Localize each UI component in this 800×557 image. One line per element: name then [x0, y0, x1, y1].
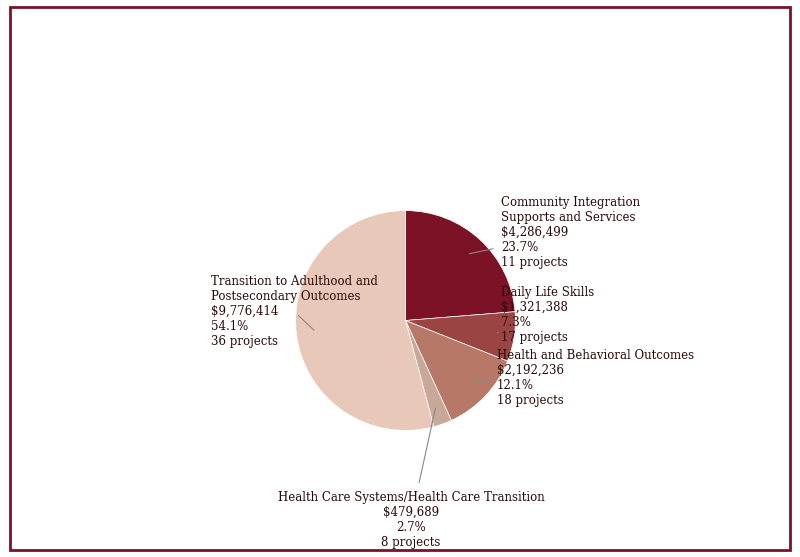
- Wedge shape: [406, 312, 515, 361]
- Wedge shape: [406, 320, 507, 421]
- Wedge shape: [296, 211, 434, 431]
- Text: Daily Life Skills
$1,321,388
7.3%
17 projects: Daily Life Skills $1,321,388 7.3% 17 pro…: [498, 286, 594, 344]
- Text: Health and Behavioral Outcomes
$2,192,236
12.1%
18 projects: Health and Behavioral Outcomes $2,192,23…: [474, 349, 694, 407]
- Text: 2019: 2019: [371, 26, 429, 46]
- Text: Community Integration
Supports and Services
$4,286,499
23.7%
11 projects: Community Integration Supports and Servi…: [470, 196, 640, 269]
- Text: Health Care Systems/Health Care Transition
$479,689
2.7%
8 projects: Health Care Systems/Health Care Transiti…: [278, 408, 544, 549]
- Wedge shape: [406, 211, 515, 320]
- Text: Transition to Adulthood and
Postsecondary Outcomes
$9,776,414
54.1%
36 projects: Transition to Adulthood and Postsecondar…: [211, 275, 378, 348]
- Text: Funding by Subcategory: Funding by Subcategory: [301, 97, 499, 111]
- Wedge shape: [406, 320, 451, 427]
- Text: Question 6: Lifespan: Question 6: Lifespan: [296, 61, 504, 79]
